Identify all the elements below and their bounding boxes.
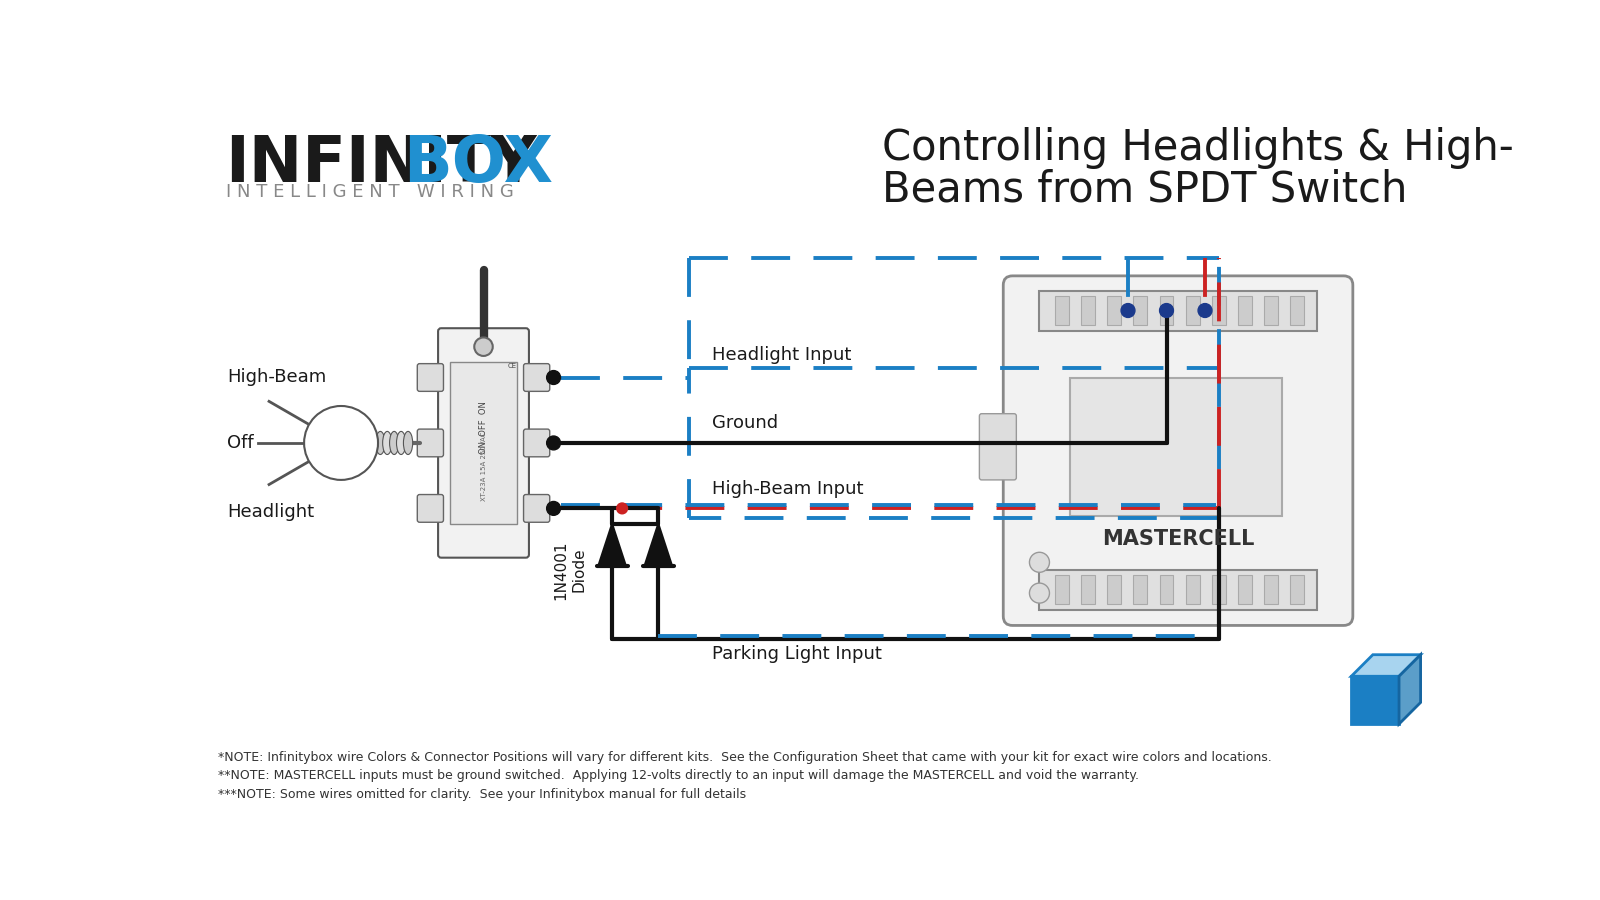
Bar — [1054, 296, 1069, 325]
Text: BOX: BOX — [403, 132, 552, 194]
FancyBboxPatch shape — [979, 414, 1016, 480]
Bar — [1186, 296, 1200, 325]
Circle shape — [547, 371, 560, 384]
Circle shape — [1029, 583, 1050, 603]
Text: CE: CE — [507, 363, 517, 369]
FancyBboxPatch shape — [438, 328, 530, 558]
Text: *NOTE: Infinitybox wire Colors & Connector Positions will vary for different kit: *NOTE: Infinitybox wire Colors & Connect… — [218, 751, 1272, 801]
Bar — [1133, 574, 1147, 604]
Text: Ground: Ground — [712, 414, 778, 432]
Text: I N T E L L I G E N T   W I R I N G: I N T E L L I G E N T W I R I N G — [226, 184, 514, 202]
Text: MASTERCELL: MASTERCELL — [1102, 529, 1254, 549]
FancyBboxPatch shape — [523, 364, 550, 392]
Ellipse shape — [397, 431, 406, 454]
FancyBboxPatch shape — [418, 494, 443, 522]
Bar — [1040, 570, 1317, 610]
Bar — [1107, 296, 1122, 325]
Circle shape — [547, 501, 560, 516]
FancyBboxPatch shape — [523, 429, 550, 457]
Text: ON  OFF  ON: ON OFF ON — [478, 401, 488, 454]
Circle shape — [1122, 303, 1134, 318]
Bar — [1186, 574, 1200, 604]
Circle shape — [1029, 553, 1050, 572]
Circle shape — [547, 436, 560, 450]
Text: Beams from SPDT Switch: Beams from SPDT Switch — [882, 168, 1406, 210]
Text: Off: Off — [227, 434, 254, 452]
Circle shape — [304, 406, 378, 480]
Circle shape — [1198, 303, 1211, 318]
Bar — [1070, 377, 1282, 516]
Bar — [1082, 574, 1094, 604]
Bar — [1238, 296, 1251, 325]
Bar — [1291, 574, 1304, 604]
Text: High-Beam: High-Beam — [227, 368, 326, 386]
Bar — [1107, 574, 1122, 604]
FancyBboxPatch shape — [418, 429, 443, 457]
Text: XT-23A 15A 250VAC: XT-23A 15A 250VAC — [480, 431, 486, 500]
Circle shape — [474, 338, 493, 356]
Bar — [1211, 296, 1226, 325]
FancyBboxPatch shape — [523, 494, 550, 522]
Polygon shape — [598, 524, 626, 566]
Circle shape — [616, 503, 627, 514]
Text: INFINITY: INFINITY — [226, 132, 538, 194]
Text: High-Beam Input: High-Beam Input — [712, 480, 864, 498]
Bar — [1264, 296, 1278, 325]
Bar — [1264, 574, 1278, 604]
Circle shape — [1160, 303, 1173, 318]
Bar — [1054, 574, 1069, 604]
Text: 1N4001
Diode: 1N4001 Diode — [554, 540, 587, 599]
Polygon shape — [1398, 654, 1421, 724]
Bar — [1291, 296, 1304, 325]
Ellipse shape — [389, 431, 398, 454]
Text: Controlling Headlights & High-: Controlling Headlights & High- — [882, 127, 1514, 169]
Ellipse shape — [376, 431, 386, 454]
Ellipse shape — [403, 431, 413, 454]
Bar — [1040, 292, 1317, 331]
Bar — [1211, 574, 1226, 604]
Bar — [1160, 296, 1173, 325]
Polygon shape — [1352, 654, 1421, 676]
Text: Parking Light Input: Parking Light Input — [712, 645, 882, 663]
Bar — [451, 362, 517, 524]
Bar — [1160, 574, 1173, 604]
Polygon shape — [645, 524, 672, 566]
Text: Headlight: Headlight — [227, 503, 314, 521]
Ellipse shape — [382, 431, 392, 454]
Bar — [1082, 296, 1094, 325]
FancyBboxPatch shape — [418, 364, 443, 392]
Text: Headlight Input: Headlight Input — [712, 346, 851, 364]
Polygon shape — [1352, 676, 1398, 724]
Bar — [1238, 574, 1251, 604]
Bar — [1133, 296, 1147, 325]
FancyBboxPatch shape — [1003, 276, 1354, 626]
